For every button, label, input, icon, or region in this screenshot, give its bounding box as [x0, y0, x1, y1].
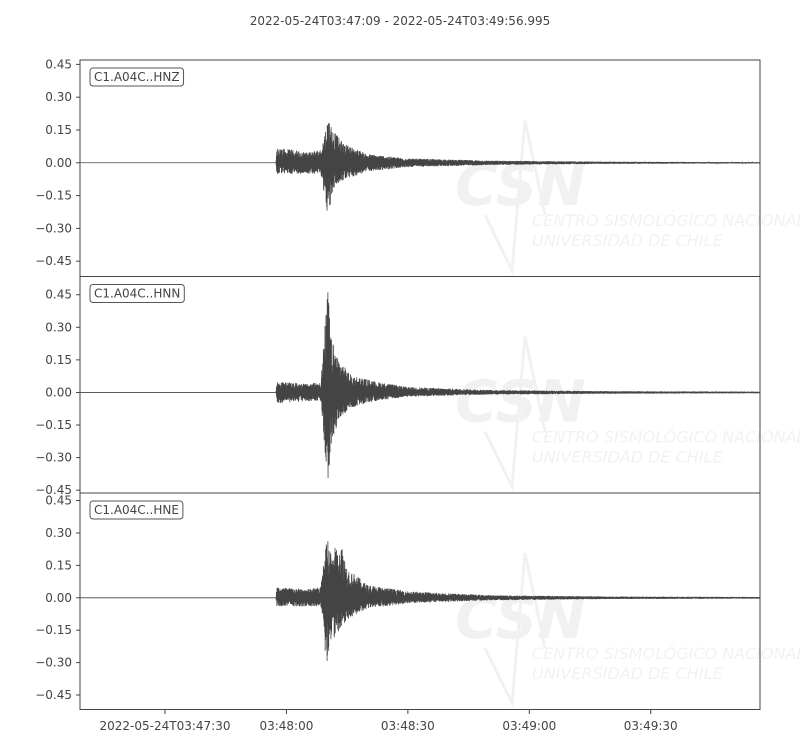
- x-tick-label: 03:48:30: [381, 719, 435, 733]
- waveform-trace: [80, 123, 761, 211]
- svg-text:CENTRO SISMOLÓGICO NACIONAL: CENTRO SISMOLÓGICO NACIONAL: [532, 211, 800, 230]
- x-axis: 2022-05-24T03:47:30 03:48:00 03:48:30 03:49…: [100, 709, 678, 733]
- y-tick-label: −0.30: [35, 221, 72, 235]
- y-tick-label: 0.45: [45, 494, 72, 508]
- panel-frame: [79, 492, 761, 710]
- svg-text:CENTRO SISMOLÓGICO NACIONAL: CENTRO SISMOLÓGICO NACIONAL: [532, 428, 800, 447]
- svg-text:CSN: CSN: [455, 584, 586, 652]
- y-tick-label: −0.45: [35, 688, 72, 702]
- y-tick-label: 0.15: [45, 353, 72, 367]
- y-tick-label: 0.00: [45, 591, 72, 605]
- x-tick-label: 03:49:30: [624, 719, 678, 733]
- channel-label-box: [89, 284, 185, 303]
- y-tick-label: −0.30: [35, 656, 72, 670]
- y-tick-label: −0.15: [35, 418, 72, 432]
- y-tick-label: 0.45: [45, 57, 72, 71]
- svg-text:UNIVERSIDAD DE CHILE: UNIVERSIDAD DE CHILE: [532, 664, 723, 683]
- svg-text:CSN: CSN: [455, 368, 586, 436]
- waveform-trace: [80, 292, 761, 478]
- svg-text:CENTRO SISMOLÓGICO NACIONAL: CENTRO SISMOLÓGICO NACIONAL: [532, 644, 800, 663]
- y-tick-label: −0.30: [35, 451, 72, 465]
- channel-label-box: [89, 67, 185, 87]
- y-tick-label: 0.15: [45, 558, 72, 572]
- waveform-trace: [80, 541, 761, 661]
- chart-title: 2022-05-24T03:47:09 - 2022-05-24T03:49:5…: [250, 14, 551, 28]
- x-tick-label: 2022-05-24T03:47:30: [100, 719, 231, 733]
- x-tick-label: 03:48:00: [259, 719, 313, 733]
- svg-text:UNIVERSIDAD DE CHILE: UNIVERSIDAD DE CHILE: [532, 448, 723, 467]
- y-tick-label: −0.45: [35, 483, 72, 497]
- y-tick-label: 0.30: [45, 90, 72, 104]
- y-tick-label: 0.00: [45, 385, 72, 399]
- channel-label-box: [89, 500, 184, 520]
- y-tick-label: −0.45: [35, 254, 72, 268]
- channel-label: C1.A04C..HNN: [94, 287, 180, 301]
- y-tick-label: 0.30: [45, 526, 72, 540]
- y-tick-label: 0.45: [45, 288, 72, 302]
- y-tick-label: −0.15: [35, 189, 72, 203]
- y-tick-label: −0.15: [35, 623, 72, 637]
- y-tick-label: 0.15: [45, 123, 72, 137]
- channel-label: C1.A04C..HNE: [94, 503, 179, 517]
- y-tick-label: 0.30: [45, 320, 72, 334]
- y-tick-label: 0.00: [45, 156, 72, 170]
- channel-label: C1.A04C..HNZ: [94, 70, 180, 84]
- svg-text:UNIVERSIDAD DE CHILE: UNIVERSIDAD DE CHILE: [532, 231, 723, 250]
- x-tick-label: 03:49:00: [502, 719, 556, 733]
